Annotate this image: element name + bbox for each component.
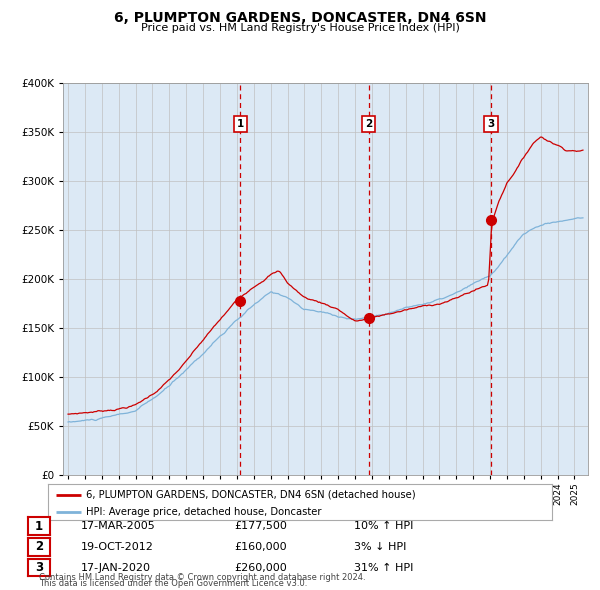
Text: This data is licensed under the Open Government Licence v3.0.: This data is licensed under the Open Gov… — [39, 579, 307, 588]
Text: 10% ↑ HPI: 10% ↑ HPI — [354, 522, 413, 531]
Text: 3: 3 — [487, 119, 494, 129]
Text: 3% ↓ HPI: 3% ↓ HPI — [354, 542, 406, 552]
Text: 2: 2 — [365, 119, 372, 129]
Text: 17-JAN-2020: 17-JAN-2020 — [81, 563, 151, 572]
Text: 6, PLUMPTON GARDENS, DONCASTER, DN4 6SN: 6, PLUMPTON GARDENS, DONCASTER, DN4 6SN — [114, 11, 486, 25]
Text: £260,000: £260,000 — [234, 563, 287, 572]
Text: HPI: Average price, detached house, Doncaster: HPI: Average price, detached house, Donc… — [86, 507, 322, 517]
Text: 19-OCT-2012: 19-OCT-2012 — [81, 542, 154, 552]
Text: 17-MAR-2005: 17-MAR-2005 — [81, 522, 156, 531]
Text: 1: 1 — [237, 119, 244, 129]
Text: 31% ↑ HPI: 31% ↑ HPI — [354, 563, 413, 572]
Text: 1: 1 — [35, 520, 43, 533]
Text: £160,000: £160,000 — [234, 542, 287, 552]
Text: 6, PLUMPTON GARDENS, DONCASTER, DN4 6SN (detached house): 6, PLUMPTON GARDENS, DONCASTER, DN4 6SN … — [86, 490, 415, 500]
Text: Price paid vs. HM Land Registry's House Price Index (HPI): Price paid vs. HM Land Registry's House … — [140, 24, 460, 33]
Text: Contains HM Land Registry data © Crown copyright and database right 2024.: Contains HM Land Registry data © Crown c… — [39, 573, 365, 582]
Text: 3: 3 — [35, 561, 43, 574]
Text: 2: 2 — [35, 540, 43, 553]
Text: £177,500: £177,500 — [234, 522, 287, 531]
